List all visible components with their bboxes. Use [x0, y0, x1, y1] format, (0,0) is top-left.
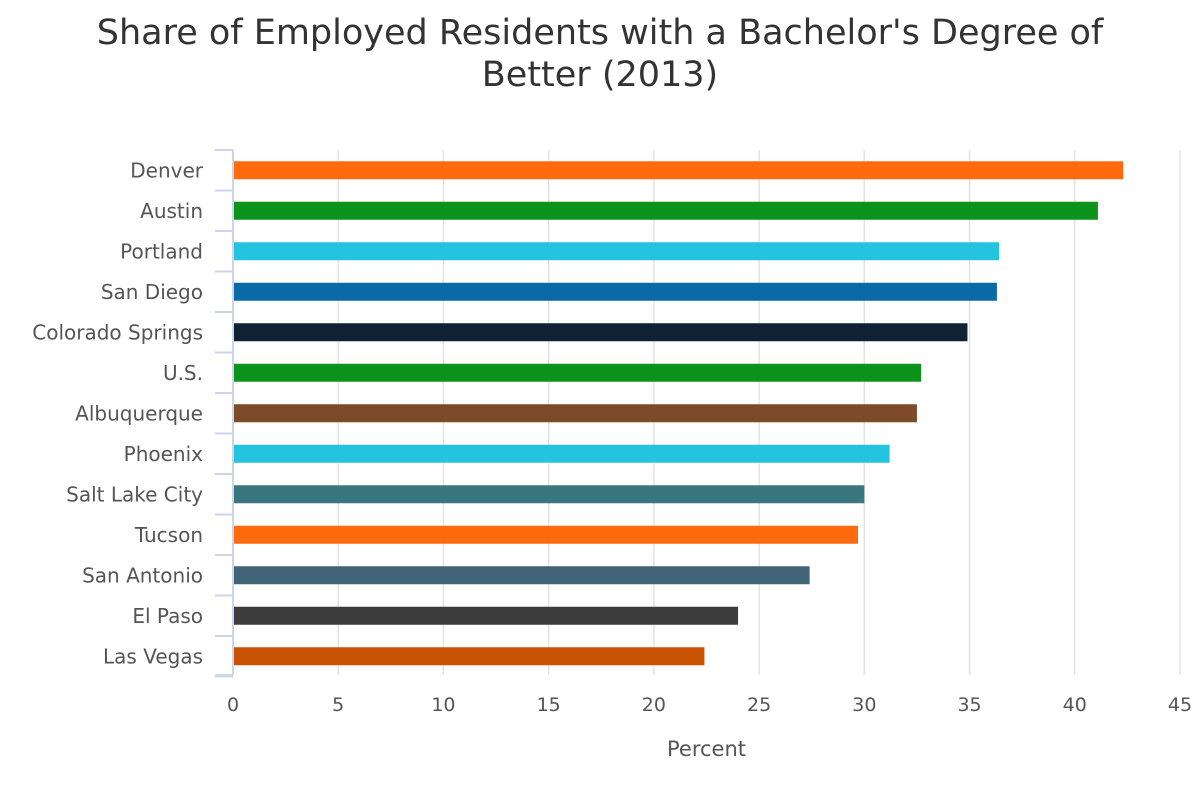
- chart-title-line-2: Better (2013): [481, 55, 719, 95]
- bar: [234, 404, 917, 423]
- bar: [234, 161, 1124, 180]
- category-label: Salt Lake City: [66, 482, 203, 506]
- x-tick-label: 35: [957, 694, 981, 716]
- x-tick-label: 25: [747, 694, 771, 716]
- bar: [234, 242, 1000, 261]
- bar: [234, 282, 997, 301]
- chart-title: Share of Employed Residents with a Bache…: [0, 12, 1200, 96]
- bar: [234, 323, 968, 342]
- x-tick-label: 15: [537, 694, 561, 716]
- x-tick-label: 30: [852, 694, 876, 716]
- category-label: Colorado Springs: [32, 320, 203, 344]
- axes: [215, 149, 234, 678]
- bar: [234, 566, 810, 585]
- category-label: Austin: [140, 199, 203, 223]
- bar: [234, 525, 859, 544]
- category-label: U.S.: [163, 361, 203, 385]
- bars: [234, 161, 1124, 666]
- bar: [234, 485, 865, 504]
- x-tick-label: 10: [431, 694, 455, 716]
- category-labels: Denver Austin Portland San Diego Colorado Sp…: [32, 158, 204, 668]
- x-tick-label: 20: [642, 694, 666, 716]
- x-tick-label: 0: [227, 694, 239, 716]
- x-axis-title: Percent: [667, 737, 746, 761]
- tick-labels: 0 5 10 15 20 25 30 35 40 45: [227, 694, 1192, 716]
- bar: [234, 606, 739, 625]
- x-tick-label: 5: [332, 694, 344, 716]
- category-label: Albuquerque: [75, 401, 203, 425]
- bar: [234, 201, 1098, 220]
- category-label: Denver: [130, 158, 204, 182]
- category-label: Portland: [120, 239, 203, 263]
- x-tick-label: 45: [1168, 694, 1192, 716]
- bar: [234, 444, 890, 463]
- category-label: San Diego: [101, 280, 203, 304]
- category-label: Tucson: [134, 523, 203, 547]
- category-label: Phoenix: [124, 442, 204, 466]
- category-label: San Antonio: [82, 563, 203, 587]
- x-tick-label: 40: [1063, 694, 1087, 716]
- category-label: Las Vegas: [103, 644, 203, 668]
- chart-title-line-1: Share of Employed Residents with a Bache…: [96, 13, 1104, 53]
- category-label: El Paso: [132, 604, 203, 628]
- bar: [234, 363, 922, 382]
- bar: [234, 647, 705, 666]
